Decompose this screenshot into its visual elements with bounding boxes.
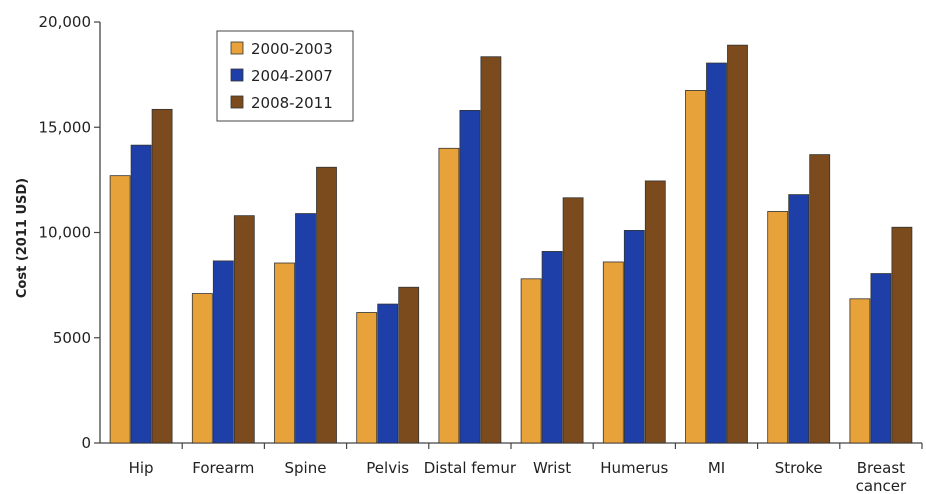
y-tick-label: 20,000	[39, 13, 92, 31]
bar	[870, 273, 892, 444]
legend: 2000-2003 2004-2007 2008-2011	[216, 30, 354, 122]
category-labels: Hip Forearm Spine Pelvis Distal femur Wrist Hu…	[129, 459, 907, 494]
bar	[849, 298, 871, 444]
category-label: Pelvis	[366, 459, 409, 477]
category-label: Hip	[129, 459, 154, 477]
y-tick-label: 15,000	[39, 118, 92, 136]
legend-swatch	[230, 41, 244, 55]
bar	[727, 44, 748, 444]
y-axis-label: Cost (2011 USD)	[15, 178, 30, 298]
bar	[541, 251, 563, 444]
legend-entry: 2008-2011	[251, 94, 333, 112]
legend-swatch	[230, 95, 244, 109]
bar	[480, 56, 502, 444]
bar	[212, 260, 234, 444]
category-label: Wrist	[533, 459, 571, 477]
bars	[109, 44, 913, 444]
bar	[767, 211, 789, 444]
legend-entry: 2000-2003	[251, 40, 333, 58]
bar	[377, 303, 399, 444]
bar	[274, 262, 295, 444]
legend-entry: 2004-2007	[251, 67, 333, 85]
category-label: Distal femur	[424, 459, 517, 477]
category-label: Forearm	[192, 459, 254, 477]
bar	[316, 166, 337, 444]
bar	[295, 213, 316, 444]
bar	[233, 215, 255, 444]
category-label: Stroke	[775, 459, 823, 477]
bar	[356, 312, 378, 444]
bar	[706, 62, 727, 444]
bar	[459, 110, 481, 444]
bar	[438, 147, 460, 444]
category-label: MI	[708, 459, 725, 477]
y-tick-label: 5000	[53, 329, 91, 347]
bar	[520, 278, 542, 444]
bar	[130, 144, 152, 444]
y-tick-label: 0	[81, 434, 91, 452]
bar	[151, 108, 173, 444]
bar	[398, 286, 420, 444]
bar	[109, 175, 131, 444]
ticks: 0 5000 10,000 15,000 20,000	[39, 13, 923, 452]
category-label: Breast cancer	[856, 459, 907, 494]
category-label: Spine	[285, 459, 327, 477]
category-label: Humerus	[600, 459, 668, 477]
bar	[685, 90, 706, 444]
bar	[788, 194, 810, 444]
y-tick-label: 10,000	[39, 224, 92, 242]
bar	[191, 293, 213, 444]
bar	[644, 180, 666, 444]
bar	[562, 197, 584, 444]
bar	[809, 154, 831, 444]
bar	[602, 261, 624, 444]
legend-swatch	[230, 68, 244, 82]
bar	[891, 226, 913, 444]
bar	[623, 229, 645, 444]
